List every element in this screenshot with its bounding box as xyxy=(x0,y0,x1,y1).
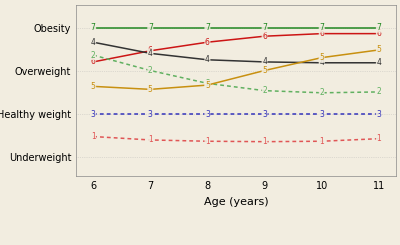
Text: 5: 5 xyxy=(148,85,153,94)
Text: 7: 7 xyxy=(262,23,267,32)
Text: 4: 4 xyxy=(148,49,153,58)
Text: 5: 5 xyxy=(91,82,96,91)
Text: 4: 4 xyxy=(91,38,96,47)
Text: 1: 1 xyxy=(148,135,153,145)
Text: 4: 4 xyxy=(262,57,267,66)
Text: 3: 3 xyxy=(262,110,267,119)
Text: 7: 7 xyxy=(91,23,96,32)
Text: 5: 5 xyxy=(262,66,267,75)
Text: 6: 6 xyxy=(319,29,324,38)
Text: 7: 7 xyxy=(319,23,324,32)
Text: 2: 2 xyxy=(205,79,210,88)
Text: 3: 3 xyxy=(91,110,96,119)
Text: 6: 6 xyxy=(148,46,153,55)
Text: 7: 7 xyxy=(376,23,381,32)
Text: 6: 6 xyxy=(205,38,210,47)
Text: 1: 1 xyxy=(262,137,267,146)
Text: 1: 1 xyxy=(91,132,96,141)
Text: 5: 5 xyxy=(205,81,210,90)
Text: 3: 3 xyxy=(319,110,324,119)
Text: 2: 2 xyxy=(91,50,96,60)
Text: 3: 3 xyxy=(205,110,210,119)
Text: 2: 2 xyxy=(148,66,153,75)
Text: 5: 5 xyxy=(319,53,324,62)
Text: 1: 1 xyxy=(205,137,210,146)
Text: 4: 4 xyxy=(205,55,210,64)
Text: 2: 2 xyxy=(376,87,381,97)
Text: 1: 1 xyxy=(319,137,324,146)
Text: 6: 6 xyxy=(262,32,267,41)
X-axis label: Age (years): Age (years) xyxy=(204,197,268,207)
Text: 4: 4 xyxy=(376,58,381,67)
Text: 6: 6 xyxy=(376,29,381,38)
Text: 6: 6 xyxy=(91,57,96,66)
Text: 7: 7 xyxy=(205,23,210,32)
Text: 4: 4 xyxy=(319,58,324,67)
Text: 1: 1 xyxy=(376,134,381,143)
Text: 3: 3 xyxy=(376,110,381,119)
Text: 2: 2 xyxy=(319,88,324,97)
Text: 7: 7 xyxy=(148,23,153,32)
Text: 2: 2 xyxy=(262,86,267,95)
Text: 3: 3 xyxy=(148,110,153,119)
Text: 5: 5 xyxy=(376,45,381,54)
